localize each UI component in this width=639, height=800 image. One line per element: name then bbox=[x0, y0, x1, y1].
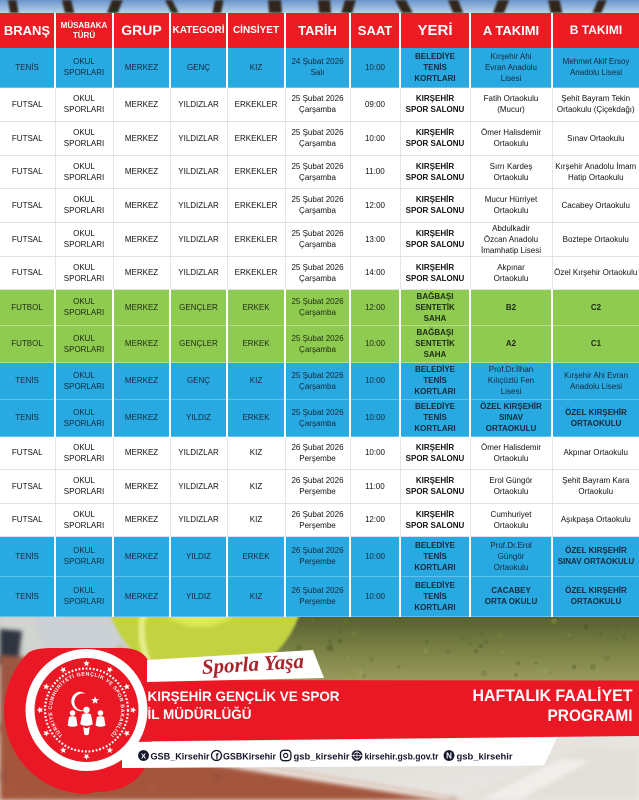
svg-text:GSB_Kirsehir: GSB_Kirsehir bbox=[151, 752, 210, 763]
svg-text:KIRŞEHİR GENÇLİK VE SPOR: KIRŞEHİR GENÇLİK VE SPOR bbox=[148, 688, 340, 704]
svg-text:f: f bbox=[216, 752, 220, 762]
svg-text:İL MÜDÜRLÜĞÜ: İL MÜDÜRLÜĞÜ bbox=[148, 705, 252, 722]
svg-text:HAFTALIK FAALİYET: HAFTALIK FAALİYET bbox=[473, 687, 633, 705]
svg-text:PROGRAMI: PROGRAMI bbox=[548, 707, 633, 725]
svg-text:kirsehir.gsb.gov.tr: kirsehir.gsb.gov.tr bbox=[365, 752, 439, 763]
svg-text:GSBKirsehir: GSBKirsehir bbox=[223, 752, 276, 763]
svg-text:X: X bbox=[141, 752, 146, 761]
svg-text:gsb_kirsehir: gsb_kirsehir bbox=[294, 752, 350, 763]
svg-text:gsb_kirsehir: gsb_kirsehir bbox=[457, 752, 513, 763]
svg-text:N: N bbox=[446, 752, 452, 761]
